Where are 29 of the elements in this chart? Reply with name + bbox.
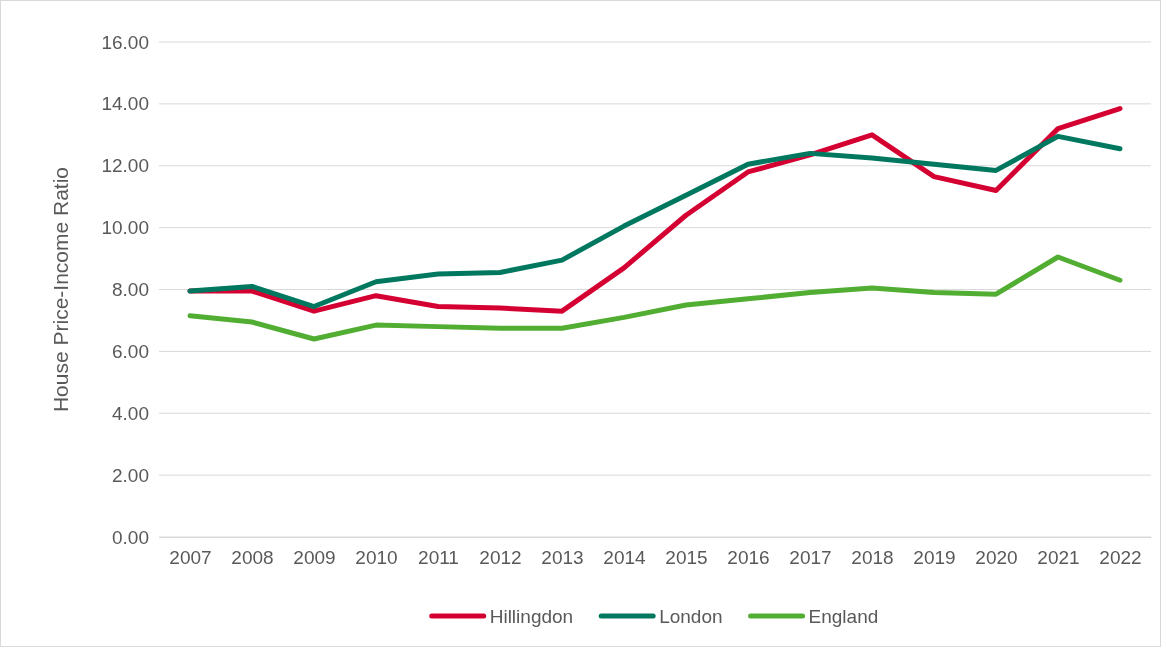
y-tick-label: 0.00 xyxy=(112,526,149,548)
x-tick-label: 2016 xyxy=(727,547,770,569)
x-tick-label: 2015 xyxy=(665,547,708,569)
x-tick-label: 2018 xyxy=(851,547,894,569)
x-tick-label: 2019 xyxy=(913,547,956,569)
x-tick-label: 2017 xyxy=(789,547,832,569)
y-tick-label: 14.00 xyxy=(101,93,149,115)
y-tick-label: 16.00 xyxy=(101,31,149,53)
y-tick-label: 6.00 xyxy=(112,340,149,362)
legend-label: England xyxy=(808,606,879,627)
x-tick-label: 2010 xyxy=(355,547,398,569)
y-tick-label: 12.00 xyxy=(101,155,149,177)
y-tick-label: 2.00 xyxy=(112,464,149,486)
x-tick-label: 2022 xyxy=(1099,547,1142,569)
x-tick-label: 2020 xyxy=(975,547,1018,569)
x-tick-label: 2008 xyxy=(231,547,274,569)
x-tick-label: 2014 xyxy=(603,547,647,569)
y-tick-label: 4.00 xyxy=(112,402,149,424)
legend-label: Hillingdon xyxy=(489,606,574,627)
x-tick-label: 2009 xyxy=(293,547,336,569)
y-axis-title: House Price-Income Ratio xyxy=(49,166,72,413)
legend-label: London xyxy=(659,606,723,627)
x-tick-label: 2013 xyxy=(541,547,584,569)
x-tick-label: 2012 xyxy=(479,547,522,569)
y-tick-label: 10.00 xyxy=(101,217,149,239)
x-tick-label: 2011 xyxy=(418,547,459,569)
y-tick-label: 8.00 xyxy=(112,279,149,301)
x-tick-label: 2021 xyxy=(1037,547,1080,569)
x-tick-label: 2007 xyxy=(169,547,212,569)
